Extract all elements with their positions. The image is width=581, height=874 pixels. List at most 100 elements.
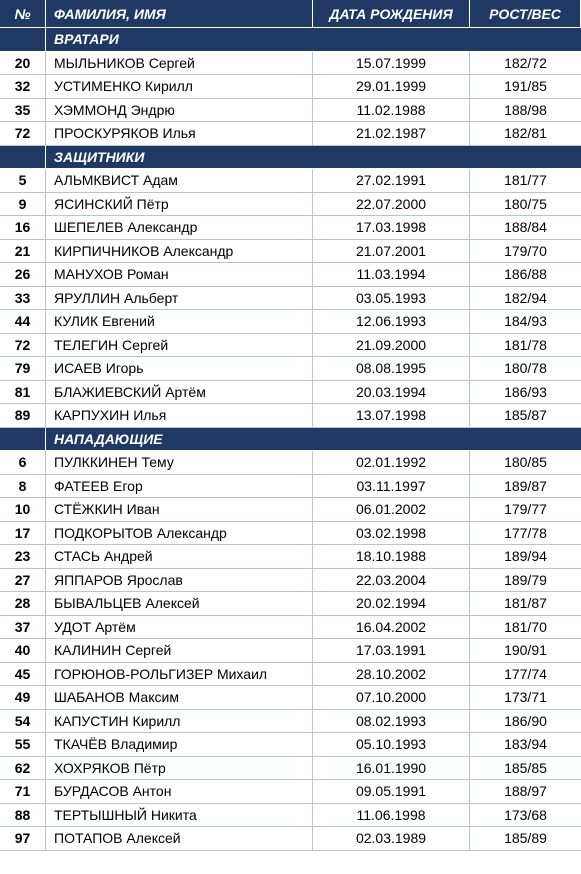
birth-date: 09.05.1991 — [313, 780, 470, 803]
player-name: КАПУСТИН Кирилл — [46, 709, 313, 732]
section-title: ВРАТАРИ — [54, 31, 119, 47]
player-row: 37 УДОТ Артём 16.04.2002 181/70 — [0, 615, 581, 639]
player-name: ПОТАПОВ Алексей — [46, 827, 313, 850]
section-row: ЗАЩИТНИКИ — [0, 145, 581, 169]
height-weight: 180/78 — [504, 360, 547, 376]
height-weight: 177/78 — [504, 524, 547, 541]
player-row: 28 БЫВАЛЬЦЕВ Алексей 20.02.1994 181/87 — [0, 592, 581, 616]
birth-date: 06.01.2002 — [313, 498, 470, 521]
height-weight: 191/85 — [504, 78, 547, 94]
player-row: 62 ХОХРЯКОВ Пётр 16.01.1990 185/85 — [0, 756, 581, 780]
birth-date: 08.08.1995 — [313, 357, 470, 380]
player-row: 45 ГОРЮНОВ-РОЛЬГИЗЕР Михаил 28.10.2002 177/… — [0, 662, 581, 686]
section-title: ЗАЩИТНИКИ — [54, 148, 145, 165]
birth-date: 21.02.1987 — [313, 122, 470, 145]
player-row: 17 ПОДКОРЫТОВ Александр 03.02.1998 177/78 — [0, 521, 581, 545]
player-name: ФАТЕЕВ Егор — [46, 474, 313, 497]
player-row: 35 ХЭММОНД Эндрю 11.02.1988 188/98 — [0, 98, 581, 122]
player-number: 54 — [0, 709, 46, 732]
player-number: 17 — [0, 521, 46, 544]
player-name: ГОРЮНОВ-РОЛЬГИЗЕР Михаил — [46, 662, 313, 685]
player-name: БЫВАЛЬЦЕВ Алексей — [46, 592, 313, 615]
birth-date: 20.02.1994 — [313, 592, 470, 615]
birth-date: 22.07.2000 — [313, 192, 470, 215]
player-row: 32 УСТИМЕНКО Кирилл 29.01.1999 191/85 — [0, 75, 581, 99]
player-row: 20 МЫЛЬНИКОВ Сергей 15.07.1999 182/72 — [0, 51, 581, 75]
player-number: 27 — [0, 568, 46, 591]
player-number: 55 — [0, 733, 46, 756]
player-row: 89 КАРПУХИН Илья 13.07.1998 185/87 — [0, 404, 581, 428]
player-row: 9 ЯСИНСКИЙ Пётр 22.07.2000 180/75 — [0, 192, 581, 216]
birth-date: 03.11.1997 — [313, 474, 470, 497]
height-weight: 180/85 — [504, 454, 547, 470]
player-row: 71 БУРДАСОВ Антон 09.05.1991 188/97 — [0, 780, 581, 804]
birth-date: 21.07.2001 — [313, 239, 470, 262]
player-number: 5 — [0, 169, 46, 192]
birth-date: 03.02.1998 — [313, 521, 470, 544]
birth-date: 11.03.1994 — [313, 263, 470, 286]
player-row: 81 БЛАЖИЕВСКИЙ Артём 20.03.1994 186/93 — [0, 380, 581, 404]
player-name: ЯППАРОВ Ярослав — [46, 568, 313, 591]
player-name: СТАСЬ Андрей — [46, 545, 313, 568]
player-name: ШЕПЕЛЕВ Александр — [46, 216, 313, 239]
birth-date: 29.01.1999 — [313, 75, 470, 98]
player-row: 54 КАПУСТИН Кирилл 08.02.1993 186/90 — [0, 709, 581, 733]
header-cell: РОСТ/ВЕС — [470, 0, 581, 27]
player-number: 72 — [0, 122, 46, 145]
player-name: УСТИМЕНКО Кирилл — [46, 75, 313, 98]
birth-date: 16.01.1990 — [313, 756, 470, 779]
height-weight: 181/78 — [504, 336, 547, 353]
height-weight: 182/72 — [504, 54, 547, 71]
header-row: № ФАМИЛИЯ, ИМЯ ДАТА РОЖДЕНИЯ РОСТ/ВЕС — [0, 0, 581, 28]
section-title: НАПАДАЮЩИЕ — [54, 430, 163, 447]
header-cell: ДАТА РОЖДЕНИЯ — [313, 0, 470, 27]
player-row: 79 ИСАЕВ Игорь 08.08.1995 180/78 — [0, 357, 581, 381]
player-row: 49 ШАБАНОВ Максим 07.10.2000 173/71 — [0, 686, 581, 710]
roster-table: № ФАМИЛИЯ, ИМЯ ДАТА РОЖДЕНИЯ РОСТ/ВЕС ВРАТАР… — [0, 0, 581, 851]
player-number: 10 — [0, 498, 46, 521]
height-weight: 189/79 — [504, 571, 547, 588]
section-row: НАПАДАЮЩИЕ — [0, 427, 581, 451]
player-name: ТЕЛЕГИН Сергей — [46, 333, 313, 356]
player-number: 40 — [0, 639, 46, 662]
player-name: БЛАЖИЕВСКИЙ Артём — [46, 380, 313, 403]
height-weight: 179/77 — [504, 501, 547, 517]
player-name: ТКАЧЁВ Владимир — [46, 733, 313, 756]
birth-date: 03.05.1993 — [313, 286, 470, 309]
player-name: МЫЛЬНИКОВ Сергей — [46, 51, 313, 74]
birth-date: 15.07.1999 — [313, 51, 470, 74]
player-number: 21 — [0, 239, 46, 262]
birth-date: 13.07.1998 — [313, 404, 470, 427]
player-row: 8 ФАТЕЕВ Егор 03.11.1997 189/87 — [0, 474, 581, 498]
player-number: 37 — [0, 615, 46, 638]
player-name: УДОТ Артём — [46, 615, 313, 638]
player-row: 88 ТЕРТЫШНЫЙ Никита 11.06.1998 173/68 — [0, 803, 581, 827]
player-number: 16 — [0, 216, 46, 239]
player-name: ХОХРЯКОВ Пётр — [46, 756, 313, 779]
player-name: ИСАЕВ Игорь — [46, 357, 313, 380]
player-number: 28 — [0, 592, 46, 615]
player-row: 44 КУЛИК Евгений 12.06.1993 184/93 — [0, 310, 581, 334]
height-weight: 182/81 — [504, 125, 547, 141]
player-name: МАНУХОВ Роман — [46, 263, 313, 286]
player-name: КАРПУХИН Илья — [46, 404, 313, 427]
height-weight: 186/93 — [504, 383, 547, 400]
height-weight: 180/75 — [504, 195, 547, 212]
player-number: 62 — [0, 756, 46, 779]
birth-date: 02.03.1989 — [313, 827, 470, 850]
player-number: 72 — [0, 333, 46, 356]
player-number: 9 — [0, 192, 46, 215]
player-number: 79 — [0, 357, 46, 380]
height-weight: 184/93 — [504, 313, 547, 329]
player-name: СТЁЖКИН Иван — [46, 498, 313, 521]
player-row: 6 ПУЛККИНЕН Тему 02.01.1992 180/85 — [0, 451, 581, 475]
height-weight: 181/70 — [504, 618, 547, 635]
birth-date: 18.10.1988 — [313, 545, 470, 568]
player-name: ШАБАНОВ Максим — [46, 686, 313, 709]
player-name: БУРДАСОВ Антон — [46, 780, 313, 803]
birth-date: 17.03.1991 — [313, 639, 470, 662]
section-spacer — [0, 145, 46, 168]
player-number: 23 — [0, 545, 46, 568]
player-row: 40 КАЛИНИН Сергей 17.03.1991 190/91 — [0, 639, 581, 663]
height-weight: 186/90 — [504, 712, 547, 729]
